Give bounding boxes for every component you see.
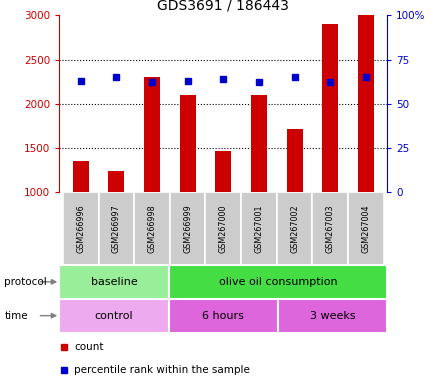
Bar: [170, 192, 205, 265]
Bar: [108, 171, 125, 192]
Text: GSM267000: GSM267000: [219, 204, 228, 253]
Bar: [278, 299, 387, 333]
Text: count: count: [74, 342, 104, 352]
Bar: [322, 24, 338, 192]
Bar: [59, 299, 169, 333]
Bar: [348, 192, 384, 265]
Bar: [59, 265, 169, 299]
Bar: [134, 192, 170, 265]
Text: GSM266999: GSM266999: [183, 204, 192, 253]
Text: protocol: protocol: [4, 277, 47, 287]
Text: GSM266996: GSM266996: [76, 204, 85, 253]
Bar: [63, 192, 99, 265]
Bar: [286, 129, 303, 192]
Text: GSM267004: GSM267004: [361, 204, 370, 253]
Bar: [251, 95, 267, 192]
Text: percentile rank within the sample: percentile rank within the sample: [74, 365, 250, 375]
Bar: [277, 192, 312, 265]
Bar: [312, 192, 348, 265]
Bar: [99, 192, 134, 265]
Bar: [241, 192, 277, 265]
Text: GSM267002: GSM267002: [290, 204, 299, 253]
Text: control: control: [95, 311, 133, 321]
Bar: [144, 77, 160, 192]
Text: baseline: baseline: [91, 277, 137, 287]
Text: time: time: [4, 311, 28, 321]
Text: GSM267003: GSM267003: [326, 204, 335, 253]
Bar: [169, 265, 387, 299]
Bar: [358, 15, 374, 192]
Text: GSM266997: GSM266997: [112, 204, 121, 253]
Bar: [215, 151, 231, 192]
Title: GDS3691 / 186443: GDS3691 / 186443: [158, 0, 289, 13]
Bar: [205, 192, 241, 265]
Bar: [169, 299, 278, 333]
Text: GSM266998: GSM266998: [147, 204, 157, 253]
Bar: [73, 161, 89, 192]
Bar: [180, 95, 196, 192]
Text: 3 weeks: 3 weeks: [310, 311, 356, 321]
Text: olive oil consumption: olive oil consumption: [219, 277, 337, 287]
Text: GSM267001: GSM267001: [254, 204, 264, 253]
Text: 6 hours: 6 hours: [202, 311, 244, 321]
